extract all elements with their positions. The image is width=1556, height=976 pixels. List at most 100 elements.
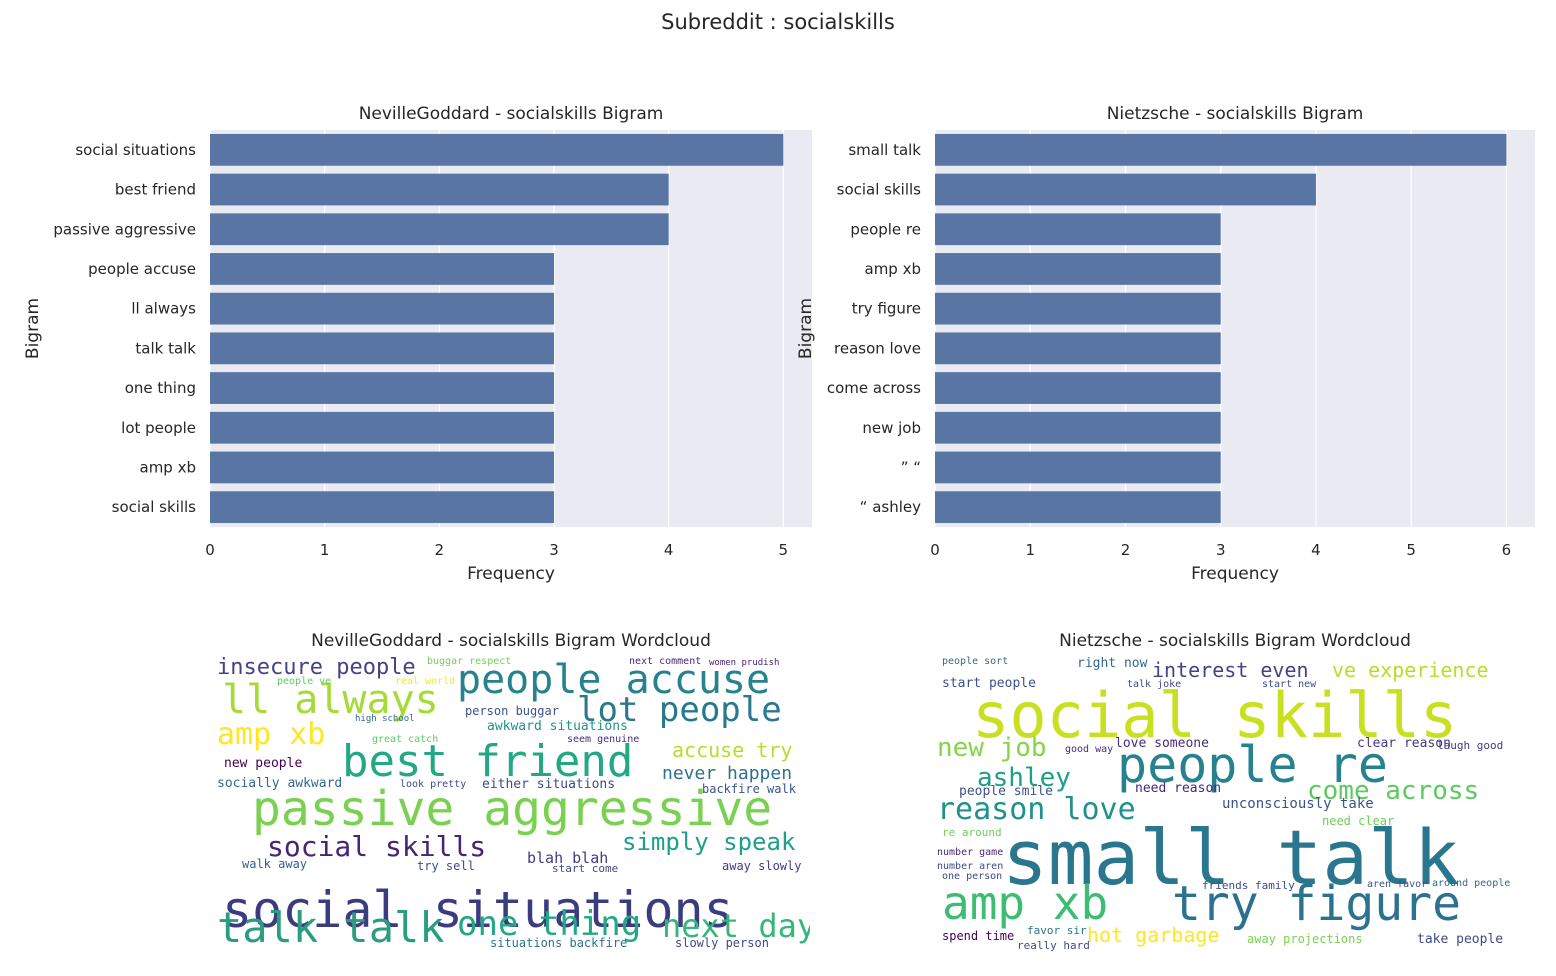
x-tick-label: 4 xyxy=(1311,541,1321,559)
wordcloud-word: next comment xyxy=(629,656,702,667)
y-tick-label: passive aggressive xyxy=(53,220,196,238)
wordcloud-word: real world xyxy=(395,676,456,687)
wordcloud-word: socially awkward xyxy=(217,776,343,791)
bar xyxy=(935,491,1221,524)
wordcloud-word: person buggar xyxy=(465,704,559,718)
x-tick-label: 4 xyxy=(664,541,674,559)
wordcloud-word: talk talk xyxy=(217,903,445,952)
wordcloud-word: start people xyxy=(942,676,1036,691)
y-tick-label: come across xyxy=(827,379,921,397)
wordcloud-word: small talk xyxy=(1002,813,1460,902)
bar xyxy=(935,451,1221,484)
y-tick-label: ll always xyxy=(131,300,196,318)
wordcloud-word: situations backfire xyxy=(490,936,628,950)
wordcloud-word: re around xyxy=(942,826,1002,839)
y-tick-label: social situations xyxy=(75,141,196,159)
bar xyxy=(935,133,1507,166)
y-tick-label: new job xyxy=(862,419,921,437)
plot-area xyxy=(210,130,812,527)
wordcloud-word: amp xb xyxy=(217,717,326,752)
y-tick-label: reason love xyxy=(834,339,921,357)
wordcloud-word: lot people xyxy=(577,690,782,730)
y-tick-label: best friend xyxy=(115,181,196,199)
wordcloud-word: good way xyxy=(1065,744,1114,755)
wordcloud-word: try sell xyxy=(417,859,475,873)
plot-area xyxy=(935,130,1535,527)
bar xyxy=(210,253,554,285)
wordcloud-nevillegoddard: social situations passive aggressive best … xyxy=(212,655,810,955)
wordcloud-title: Nietzsche - socialskills Bigram Wordclou… xyxy=(1059,631,1411,651)
wordcloud-word: come across xyxy=(1307,776,1480,806)
x-tick-label: 5 xyxy=(779,541,789,559)
wordcloud-word: slowly person xyxy=(675,936,769,950)
wordcloud-word: reason love xyxy=(937,792,1136,827)
wordcloud-word: look pretty xyxy=(400,779,467,790)
y-tick-label: talk talk xyxy=(135,339,196,357)
bar xyxy=(210,451,554,484)
x-tick-label: 6 xyxy=(1502,541,1512,559)
wordcloud-word: ve experience xyxy=(1332,658,1489,682)
x-tick-label: 2 xyxy=(435,541,445,559)
x-tick-label: 5 xyxy=(1406,541,1416,559)
x-tick-label: 0 xyxy=(930,541,940,559)
y-tick-label: social skills xyxy=(837,181,922,199)
wordcloud-word: one thing xyxy=(457,904,642,944)
y-axis-label: Bigram xyxy=(796,298,816,359)
wordcloud-nietzsche: small talk social skills people re try figu… xyxy=(937,655,1533,955)
wordcloud-word: new people xyxy=(224,756,303,771)
wordcloud-word: social skills xyxy=(267,830,487,863)
wordcloud-word: insecure people xyxy=(217,655,416,680)
wordcloud-word: people smile xyxy=(959,784,1053,799)
wordcloud-word: amp xb xyxy=(942,876,1109,930)
wordcloud-word: ashley xyxy=(977,763,1071,793)
wordcloud-word: buggar respect xyxy=(427,656,512,667)
wordcloud-word: start new xyxy=(1262,679,1317,690)
wordcloud-word: high school xyxy=(355,714,415,724)
wordcloud-word: women prudish xyxy=(709,658,780,668)
y-tick-label: amp xb xyxy=(140,458,197,476)
bar xyxy=(210,372,554,404)
bar xyxy=(210,411,554,444)
x-tick-label: 0 xyxy=(205,541,215,559)
bar xyxy=(935,411,1221,444)
x-tick-label: 3 xyxy=(1216,541,1226,559)
wordcloud-word: one person xyxy=(942,871,1003,882)
figure-suptitle: Subreddit : socialskills xyxy=(661,10,895,34)
wordcloud-word: talk joke xyxy=(1127,679,1182,690)
wordcloud-word: social skills xyxy=(972,679,1458,752)
wordcloud-word: need reason xyxy=(1135,781,1222,796)
wordcloud-word: spend time xyxy=(942,929,1015,943)
wordcloud-word: backfire walk xyxy=(702,782,796,796)
wordcloud-word: away slowly xyxy=(722,859,802,873)
bar xyxy=(210,133,784,166)
wordcloud-word: love someone xyxy=(1115,736,1209,751)
wordcloud-word: people accuse xyxy=(457,657,771,703)
x-tick-label: 3 xyxy=(549,541,559,559)
wordcloud-word: around people xyxy=(1432,878,1511,889)
wordcloud-word: really hard xyxy=(1017,939,1090,952)
bar xyxy=(935,372,1221,404)
y-tick-label: one thing xyxy=(125,379,196,397)
wordcloud-word: new job xyxy=(937,733,1047,763)
wordcloud-word: next day xyxy=(662,907,810,945)
y-tick-label: try figure xyxy=(852,300,921,318)
wordcloud-word: great catch xyxy=(372,734,439,745)
wordcloud-word: interest even xyxy=(1152,658,1309,682)
x-tick-label: 2 xyxy=(1121,541,1131,559)
bar xyxy=(935,213,1221,246)
y-tick-label: social skills xyxy=(112,498,197,516)
wordcloud-word: start come xyxy=(552,862,619,875)
wordcloud-word: take people xyxy=(1417,932,1504,947)
wordcloud-word: people ve xyxy=(277,676,332,687)
wordcloud-word: try figure xyxy=(1172,876,1461,932)
wordcloud-word: friends family xyxy=(1202,879,1295,892)
wordcloud-word: number game xyxy=(937,847,1004,858)
wordcloud-title: NevilleGoddard - socialskills Bigram Wor… xyxy=(311,631,711,651)
y-tick-label: “ ashley xyxy=(860,498,921,516)
wordcloud-word: simply speak xyxy=(622,828,796,856)
wordcloud-word: people sort xyxy=(942,656,1009,667)
y-tick-label: amp xb xyxy=(865,260,922,278)
x-axis-label: Frequency xyxy=(1191,564,1279,584)
wordcloud-word: blah blah xyxy=(527,849,609,867)
wordcloud-word: right now xyxy=(1077,656,1148,671)
